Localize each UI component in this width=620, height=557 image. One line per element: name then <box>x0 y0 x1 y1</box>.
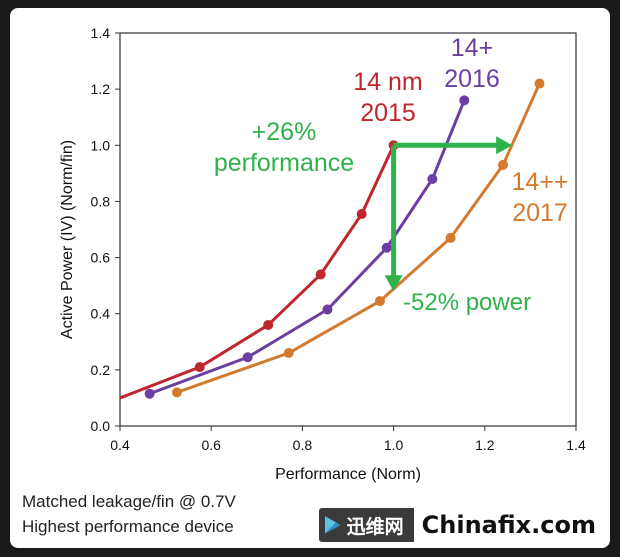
series-label: 14++ <box>511 168 568 196</box>
series-line <box>149 99 466 396</box>
y-axis-label: Active Power (IV) (Norm/fin) <box>59 140 76 339</box>
power-annotation: -52% power <box>403 289 531 316</box>
data-point <box>315 269 326 280</box>
plot-frame <box>119 32 577 427</box>
series-label: 14+ <box>451 34 493 62</box>
series-line <box>119 144 395 400</box>
x-tick-label: 1.0 <box>384 437 404 453</box>
performance-arrow-head <box>496 136 513 155</box>
data-point <box>498 159 509 170</box>
y-tick-label: 1.0 <box>91 137 111 153</box>
footnote-device: Highest performance device <box>22 517 234 536</box>
data-point <box>172 387 182 398</box>
power-performance-chart: 0.4 0.6 0.8 1.0 1.2 1.4 0.0 0.2 0.4 0.6 0.8 1.0 1.2 1… <box>59 25 586 483</box>
data-point <box>445 232 456 243</box>
performance-annotation: +26% <box>252 118 317 146</box>
data-point <box>459 95 470 106</box>
power-arrow-head <box>384 275 403 292</box>
y-tick-label: 0.0 <box>91 418 111 434</box>
watermark-logo: 迅维网 Chinafix.com <box>318 508 604 542</box>
footnote-leakage: Matched leakage/fin @ 0.7V <box>22 492 236 511</box>
data-point <box>427 173 438 184</box>
data-point <box>194 362 205 373</box>
data-point <box>381 242 392 253</box>
series-label: 14 nm <box>353 68 422 96</box>
y-tick-label: 0.6 <box>91 250 111 266</box>
axes: 0.4 0.6 0.8 1.0 1.2 1.4 0.0 0.2 0.4 0.6 0.8 1.0 1.2 1… <box>59 25 586 483</box>
data-point <box>263 319 274 330</box>
y-tick-label: 0.2 <box>91 362 111 378</box>
data-point <box>322 304 333 315</box>
data-point <box>242 352 253 363</box>
data-point <box>283 348 294 359</box>
y-tick-label: 0.4 <box>91 306 111 322</box>
watermark-left-text: 迅维网 <box>346 516 404 538</box>
play-arrow-icon <box>324 516 341 534</box>
slide-panel: 0.4 0.6 0.8 1.0 1.2 1.4 0.0 0.2 0.4 0.6 0.8 1.0 1.2 1… <box>10 8 610 548</box>
x-tick-label: 0.6 <box>201 437 221 453</box>
x-axis-label: Performance (Norm) <box>275 466 421 483</box>
y-tick-label: 0.8 <box>91 193 111 209</box>
series-3: 14++ 2017 <box>172 78 569 398</box>
data-point <box>374 296 385 307</box>
data-point <box>144 388 155 399</box>
data-point <box>534 78 545 89</box>
series-layer: 14 nm 2015 14+ 2016 14++ 2017 <box>119 34 569 400</box>
x-tick-label: 1.2 <box>475 437 495 453</box>
series-2: 14+ 2016 <box>144 34 500 399</box>
watermark-right-text: Chinafix.com <box>413 508 604 542</box>
y-tick-label: 1.2 <box>91 81 111 97</box>
series-label: 2017 <box>512 199 568 227</box>
series-label: 2015 <box>360 99 416 127</box>
x-tick-label: 0.8 <box>293 437 313 453</box>
annotations-layer: +26% performance -52% power <box>214 118 531 316</box>
data-point <box>356 209 367 220</box>
watermark-left: 迅维网 <box>318 508 414 542</box>
series-label: 2016 <box>444 65 500 93</box>
series-line <box>176 82 541 394</box>
x-tick-label: 0.4 <box>110 437 130 453</box>
y-tick-label: 1.4 <box>91 25 111 41</box>
x-tick-label: 1.4 <box>566 437 586 453</box>
performance-annotation: performance <box>214 149 354 177</box>
